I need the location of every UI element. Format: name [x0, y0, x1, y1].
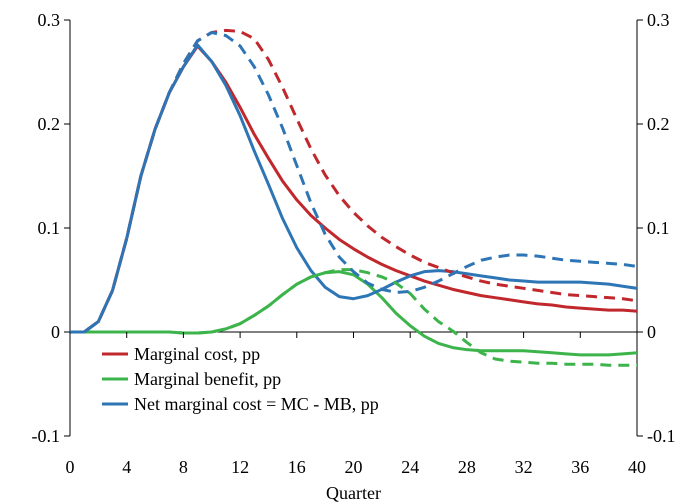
dashed-series-line-3: [70, 28, 638, 334]
x-tick-label: 28: [458, 457, 476, 477]
y-tick-label-right: 0.1: [647, 218, 670, 238]
x-tick-label: 36: [571, 457, 589, 477]
x-tick-label: 32: [515, 457, 533, 477]
y-tick-label-left: -0.1: [32, 426, 61, 446]
series-line-1: [70, 270, 638, 357]
y-tick-label-left: 0.3: [38, 10, 61, 30]
series-line-2: [70, 43, 638, 334]
x-tick-label: 24: [401, 457, 419, 477]
dashed-series-line-4: [70, 268, 637, 367]
x-axis-title: Quarter: [326, 483, 381, 503]
dashed-series-line-5: [70, 30, 638, 334]
y-tick-label-left: 0.1: [38, 218, 61, 238]
x-tick-label: 20: [345, 457, 363, 477]
y-tick-label-right: 0.3: [647, 10, 670, 30]
y-tick-label-left: 0.2: [38, 114, 61, 134]
legend-label-2: Net marginal cost = MC - MB, pp: [134, 394, 379, 414]
legend-label-0: Marginal cost, pp: [134, 344, 260, 364]
y-tick-label-left: 0: [51, 322, 60, 342]
x-tick-label: 4: [122, 457, 131, 477]
legend-label-1: Marginal benefit, pp: [134, 369, 281, 389]
series-line-0: [70, 44, 638, 334]
y-tick-label-right: -0.1: [647, 426, 676, 446]
x-tick-label: 12: [231, 457, 249, 477]
x-tick-label: 40: [628, 457, 646, 477]
y-tick-label-right: 0.2: [647, 114, 670, 134]
x-tick-label: 0: [66, 457, 75, 477]
x-tick-label: 16: [288, 457, 306, 477]
x-tick-label: 8: [179, 457, 188, 477]
y-tick-label-right: 0: [647, 322, 656, 342]
